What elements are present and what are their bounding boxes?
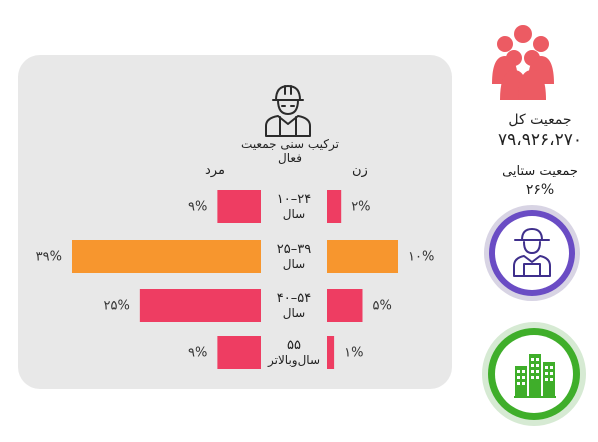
women-value-label: ۱% <box>344 346 363 361</box>
age-group-label: ۴۰–۵۴ <box>277 291 311 306</box>
women-bar <box>327 289 363 322</box>
women-value-label: ۵% <box>373 299 392 314</box>
women-value-label: ۲% <box>351 200 370 215</box>
men-value-label: ۹% <box>188 200 207 215</box>
men-value-label: ۳۹% <box>36 250 62 265</box>
village-population-label: جمعیت ستایی <box>502 164 578 179</box>
worker-helmet-icon <box>265 85 311 137</box>
age-group-label: ۵۵ <box>287 338 301 353</box>
men-bar <box>72 240 261 273</box>
city-buildings-icon <box>514 354 556 398</box>
age-group-unit-label: سال <box>283 306 305 320</box>
total-population-label: جمعیت کل <box>508 112 572 128</box>
women-bar <box>327 336 335 369</box>
women-value-label: ۱۰% <box>408 250 434 265</box>
people-group-icon <box>492 25 554 100</box>
men-value-label: ۲۵% <box>104 299 130 314</box>
total-population-value: ۷۹،۹۲۶،۲۷۰ <box>497 130 583 150</box>
farmer-icon <box>513 228 551 277</box>
men-bar <box>217 336 261 369</box>
age-group-unit-label: سال‌وبالاتر <box>267 353 320 368</box>
age-group-label: ۲۵–۳۹ <box>277 242 311 257</box>
village-population-value: ۲۶% <box>525 182 555 198</box>
men-bar <box>217 190 261 223</box>
chart-title: ترکیب سنی جمعیت فعال <box>241 137 339 165</box>
women-bar <box>327 190 342 223</box>
women-header: زن <box>352 163 368 178</box>
age-group-label: ۱۰–۲۴ <box>277 192 311 207</box>
men-value-label: ۹% <box>188 346 207 361</box>
women-bar <box>327 240 398 273</box>
men-header: مرد <box>205 163 225 178</box>
age-group-unit-label: سال <box>283 257 305 271</box>
age-group-unit-label: سال <box>283 207 305 221</box>
men-bar <box>139 289 261 322</box>
